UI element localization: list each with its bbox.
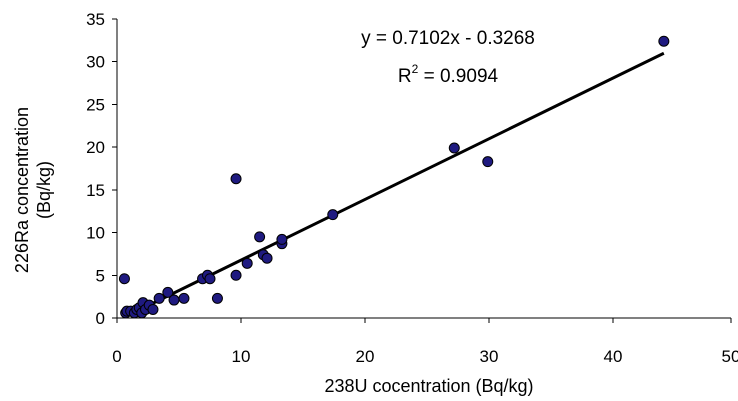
y-tick-label: 30 xyxy=(86,53,105,72)
y-tick-label: 15 xyxy=(86,181,105,200)
y-tick-label: 0 xyxy=(96,309,105,328)
data-point xyxy=(241,257,253,269)
data-point xyxy=(230,173,242,185)
data-point xyxy=(261,252,273,264)
x-tick-label: 10 xyxy=(232,347,251,366)
x-tick-label: 30 xyxy=(480,347,499,366)
x-tick-label: 0 xyxy=(112,347,121,366)
r-squared-label: R2 = 0.9094 xyxy=(398,62,499,87)
y-axis-title-line2: (Bq/kg) xyxy=(34,161,54,219)
data-points xyxy=(118,35,670,319)
x-tick-label: 40 xyxy=(604,347,623,366)
data-point xyxy=(276,233,288,245)
data-point xyxy=(327,209,339,221)
data-point xyxy=(178,292,190,304)
ticks: 0 5 10 15 20 25 30 35 0 10 20 30 40 50 xyxy=(86,10,738,366)
x-axis-title: 238U cocentration (Bq/kg) xyxy=(324,376,533,396)
data-point xyxy=(147,303,159,315)
x-tick-label: 50 xyxy=(722,347,738,366)
data-point xyxy=(482,156,494,168)
data-point xyxy=(204,273,216,285)
y-tick-label: 5 xyxy=(96,266,105,285)
y-tick-label: 25 xyxy=(86,95,105,114)
data-point xyxy=(448,142,460,154)
data-point xyxy=(162,286,174,298)
y-tick-label: 20 xyxy=(86,138,105,157)
data-point xyxy=(118,273,130,285)
trendline xyxy=(123,51,665,319)
y-tick-label: 10 xyxy=(86,224,105,243)
y-tick-label: 35 xyxy=(86,10,105,29)
data-point xyxy=(211,292,223,304)
y-axis-title-line1: 226Ra concentration xyxy=(12,107,32,273)
trendline-layer xyxy=(123,51,665,319)
data-point xyxy=(658,35,670,47)
data-point xyxy=(153,292,165,304)
data-point xyxy=(254,231,266,243)
trendline-equation: y = 0.7102x - 0.3268 xyxy=(361,28,535,49)
data-point xyxy=(230,269,242,281)
axes xyxy=(116,19,731,319)
y-axis-title: 226Ra concentration (Bq/kg) xyxy=(12,107,54,273)
x-tick-label: 20 xyxy=(356,347,375,366)
data-point xyxy=(168,294,180,306)
